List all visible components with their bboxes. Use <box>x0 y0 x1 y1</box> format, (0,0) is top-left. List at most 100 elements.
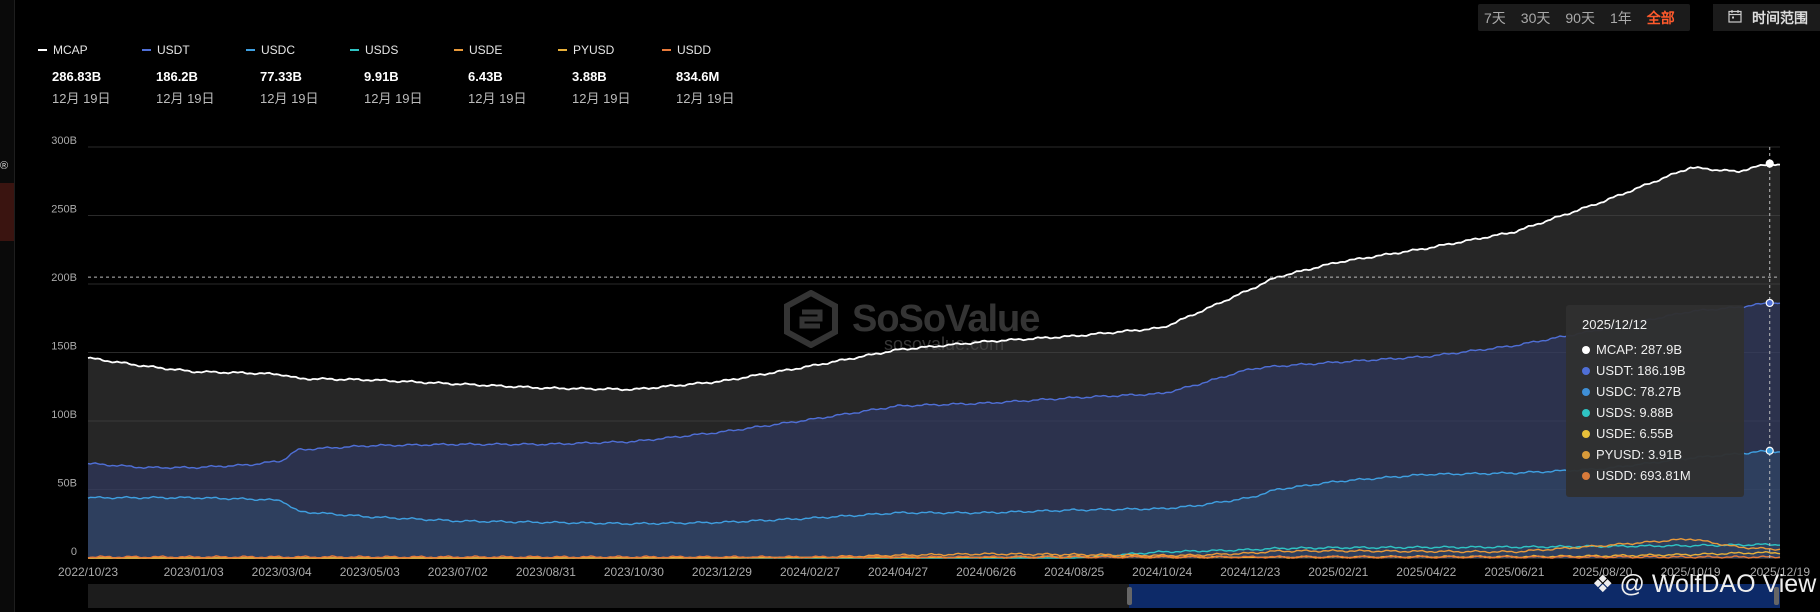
legend-date: 12月 19日 <box>260 91 319 106</box>
legend-name: MCAP <box>53 43 88 57</box>
legend-head: USDD <box>662 42 766 58</box>
legend-swatch <box>662 49 671 51</box>
x-tick-label: 2025/04/22 <box>1396 565 1456 579</box>
legend-value: 186.2B <box>156 69 198 84</box>
chart-tooltip: 2025/12/12 MCAP: 287.9B USDT: 186.19B USDC… <box>1566 305 1744 497</box>
tooltip-row: USDS: 9.88B <box>1582 402 1728 423</box>
tooltip-dot <box>1582 429 1590 438</box>
legend-date: 12月 19日 <box>52 91 111 106</box>
legend-head: USDC <box>246 42 350 58</box>
series-area-usdc <box>88 450 1780 558</box>
stablecoin-area-chart[interactable]: 300B 250B 200B 150B 100B 50B 0 2022/10/23 2023/0… <box>0 0 1820 584</box>
tooltip-dot <box>1582 387 1590 396</box>
x-tick-label: 2025/02/21 <box>1308 565 1368 579</box>
time-range-button[interactable]: 时间范围 <box>1713 4 1820 31</box>
legend-swatch <box>454 49 463 51</box>
legend-value: 286.83B <box>52 69 102 84</box>
x-tick-label: 2024/04/27 <box>868 565 928 579</box>
left-panel-strip <box>0 0 15 612</box>
series-line-usdd <box>87 555 1781 559</box>
tooltip-text: PYUSD: 3.91B <box>1596 447 1682 462</box>
series-line-pyusd <box>88 550 1781 559</box>
hover-point-usdc <box>1765 446 1774 455</box>
legend-head: USDE <box>454 42 558 58</box>
calendar-icon <box>1728 9 1742 26</box>
range-button-4[interactable]: 全部 <box>1646 9 1675 26</box>
legend-item-mcap[interactable]: MCAP 286.83B 12月 19日 <box>38 42 142 107</box>
tooltip-text: USDD: 693.81M <box>1596 468 1691 483</box>
legend-value: 6.43B <box>468 69 503 84</box>
legend-date: 12月 19日 <box>468 91 527 106</box>
tooltip-dot <box>1582 366 1590 375</box>
tooltip-row: USDE: 6.55B <box>1582 423 1728 444</box>
left-panel-accent <box>0 183 14 241</box>
tooltip-text: USDS: 9.88B <box>1596 405 1674 420</box>
watermark: SoSoValue <box>782 290 1040 348</box>
series-line-usdc <box>87 449 1781 526</box>
legend-item-usdd[interactable]: USDD 834.6M 12月 19日 <box>662 42 766 107</box>
y-tick-label: 300B <box>51 135 77 147</box>
x-tick-label: 2024/10/24 <box>1132 565 1192 579</box>
tooltip-dot <box>1582 408 1590 417</box>
tooltip-text: USDT: 186.19B <box>1596 363 1686 378</box>
tooltip-row: MCAP: 287.9B <box>1582 339 1728 360</box>
range-button-3[interactable]: 1年 <box>1609 9 1632 26</box>
navigator-selection[interactable] <box>1129 584 1780 608</box>
legend-name: USDC <box>261 43 296 57</box>
range-selector: 7天 30天 90天 1年 全部 <box>1478 4 1690 31</box>
legend-swatch <box>38 49 47 51</box>
navigator-right-handle[interactable] <box>1774 587 1779 605</box>
range-button-2[interactable]: 90天 <box>1565 9 1595 26</box>
x-tick-label: 2024/08/25 <box>1044 565 1104 579</box>
navigator-left-handle[interactable] <box>1127 587 1132 605</box>
hover-point-usdt <box>1765 298 1774 308</box>
legend-item-usde[interactable]: USDE 6.43B 12月 19日 <box>454 42 558 107</box>
legend-item-usds[interactable]: USDS 9.91B 12月 19日 <box>350 42 454 107</box>
tooltip-text: USDC: 78.27B <box>1596 384 1682 399</box>
tooltip-text: MCAP: 287.9B <box>1596 342 1682 357</box>
legend-swatch <box>142 49 151 51</box>
legend-value: 77.33B <box>260 69 302 84</box>
legend-item-usdc[interactable]: USDC 77.33B 12月 19日 <box>246 42 350 107</box>
tooltip-row: USDC: 78.27B <box>1582 381 1728 402</box>
y-tick-label: 150B <box>51 341 77 353</box>
left-panel-glyph: ® <box>0 160 9 172</box>
x-tick-label: 2023/12/29 <box>692 565 752 579</box>
legend-value: 9.91B <box>364 69 399 84</box>
legend-item-usdt[interactable]: USDT 186.2B 12月 19日 <box>142 42 246 107</box>
watermark-brand: SoSoValue <box>852 297 1040 340</box>
legend-name: USDE <box>469 43 503 57</box>
x-tick-label: 2025/12/19 <box>1750 565 1810 579</box>
legend-head: MCAP <box>38 42 142 58</box>
tooltip-row: USDT: 186.19B <box>1582 360 1728 381</box>
hover-point-mcap <box>1765 159 1774 168</box>
legend-swatch <box>558 49 567 51</box>
tooltip-date: 2025/12/12 <box>1582 317 1648 332</box>
y-tick-label: 100B <box>51 409 77 421</box>
range-button-0[interactable]: 7天 <box>1484 9 1506 26</box>
legend-head: USDS <box>350 42 454 58</box>
tooltip-text: USDE: 6.55B <box>1596 426 1674 441</box>
x-tick-label: 2023/08/31 <box>516 565 576 579</box>
y-tick-label: 0 <box>71 546 77 558</box>
x-tick-label: 2023/03/04 <box>252 565 312 579</box>
series-line-mcap <box>87 162 1781 392</box>
diamond-logo-icon: ❖ <box>1592 571 1614 598</box>
y-tick-label: 50B <box>57 478 77 490</box>
x-tick-label: 2023/05/03 <box>340 565 400 579</box>
legend-name: PYUSD <box>573 43 615 57</box>
legend-head: PYUSD <box>558 42 662 58</box>
legend-date: 12月 19日 <box>572 91 631 106</box>
series-line-usdt <box>87 302 1781 470</box>
legend-item-pyusd[interactable]: PYUSD 3.88B 12月 19日 <box>558 42 662 107</box>
time-range-label: 时间范围 <box>1752 9 1808 26</box>
y-tick-label: 250B <box>51 204 77 216</box>
tooltip-dot <box>1582 450 1590 459</box>
x-tick-label: 2025/06/21 <box>1484 565 1544 579</box>
legend-date: 12月 19日 <box>364 91 423 106</box>
legend-swatch <box>350 49 359 51</box>
x-tick-label: 2024/12/23 <box>1220 565 1280 579</box>
time-navigator[interactable] <box>88 584 1780 608</box>
watermark-logo-icon <box>784 290 838 348</box>
range-button-1[interactable]: 30天 <box>1520 9 1551 26</box>
